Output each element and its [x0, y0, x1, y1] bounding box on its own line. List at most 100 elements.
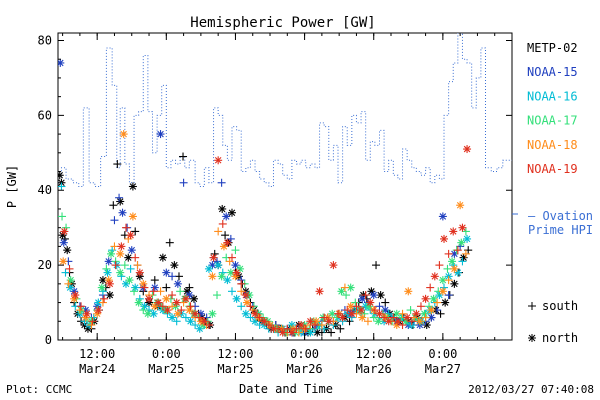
plot-timestamp: 2012/03/27 07:40:08 [468, 383, 594, 396]
data-point-south [227, 287, 236, 296]
data-point-north [139, 279, 148, 288]
axes-layer: 02040608012:00Mar240:00Mar2512:00Mar250:… [38, 33, 513, 376]
chart-title: Hemispheric Power [GW] [190, 15, 375, 31]
data-point-south [168, 291, 177, 300]
data-point-south [352, 302, 361, 311]
data-point-north [329, 261, 338, 270]
data-point-north [58, 58, 65, 67]
data-point-north [306, 328, 315, 337]
data-point-north [60, 227, 69, 236]
data-point-north [185, 306, 194, 315]
data-point-north [103, 268, 112, 277]
data-point-south [195, 313, 204, 322]
data-point-south [444, 276, 453, 285]
data-point-north [128, 182, 137, 191]
data-point-north [358, 313, 367, 322]
data-point-south [77, 302, 86, 311]
data-point-north [128, 212, 137, 221]
data-point-south [115, 193, 124, 202]
data-point-south [317, 321, 326, 330]
data-point-north [231, 261, 240, 270]
data-point-north [119, 130, 128, 139]
data-point-north [214, 261, 223, 270]
data-point-north [97, 283, 106, 292]
x-tick-date-label: Mar24 [79, 362, 115, 376]
x-tick-date-label: Mar25 [217, 362, 253, 376]
data-point-north [158, 253, 167, 262]
plot-area [57, 32, 513, 341]
data-point-north [315, 287, 324, 296]
data-point-north [163, 306, 172, 315]
data-point-north [71, 291, 80, 300]
x-tick-date-label: Mar26 [287, 362, 323, 376]
data-point-south [131, 253, 140, 262]
data-point-north [218, 204, 227, 213]
data-points-layer [58, 58, 473, 337]
data-point-north [162, 268, 171, 277]
data-point-north [208, 272, 217, 281]
data-point-north [337, 287, 346, 296]
data-point-north [463, 234, 472, 243]
data-point-south [444, 249, 453, 258]
data-point-north [404, 287, 413, 296]
y-axis-label: P [GW] [5, 165, 19, 208]
data-point-south [292, 324, 301, 333]
data-point-north [287, 328, 296, 337]
x-tick-date-label: Mar27 [425, 362, 461, 376]
data-point-north [204, 264, 213, 273]
data-point-south [172, 317, 181, 326]
legend-entry-ovation-line2: Prime HPI [528, 223, 593, 237]
data-point-north [260, 317, 269, 326]
data-point-south [416, 302, 425, 311]
data-point-north [366, 298, 375, 307]
y-tick-label: 60 [38, 108, 52, 122]
data-point-south [109, 201, 118, 210]
data-point-north [124, 253, 133, 262]
data-point-south [98, 298, 107, 307]
data-point-south [398, 309, 407, 318]
data-point-north [82, 309, 91, 318]
data-point-north [232, 294, 241, 303]
data-point-north [134, 298, 143, 307]
data-point-south [255, 313, 264, 322]
x-tick-time-label: 12:00 [79, 347, 115, 361]
data-point-north [430, 272, 439, 281]
data-point-north [412, 309, 421, 318]
data-point-north [217, 272, 226, 281]
data-point-north [441, 298, 450, 307]
data-point-north [297, 321, 306, 330]
data-point-north [438, 212, 447, 221]
data-point-south [64, 279, 73, 288]
data-point-south [274, 324, 283, 333]
data-point-south [283, 324, 292, 333]
data-point-north [116, 249, 125, 258]
data-point-north [403, 313, 412, 322]
data-point-south [61, 268, 70, 277]
x-tick-time-label: 12:00 [217, 347, 253, 361]
data-point-south [246, 302, 255, 311]
data-point-north [66, 283, 75, 292]
data-point-south [435, 261, 444, 270]
data-point-south [140, 283, 149, 292]
plot-credit: Plot: CCMC [6, 383, 72, 396]
data-point-north [168, 313, 177, 322]
data-point-south [370, 306, 379, 315]
ovation-hpi-layer [58, 33, 512, 187]
data-point-north [440, 234, 449, 243]
data-point-north [59, 238, 68, 247]
data-point-north [173, 309, 182, 318]
data-point-south [100, 294, 109, 303]
data-point-south [443, 264, 452, 273]
data-point-north [232, 268, 241, 277]
data-point-north [463, 145, 472, 154]
data-point-south [168, 272, 177, 281]
data-point-south [461, 249, 470, 258]
data-point-south [179, 152, 188, 161]
data-point-south [176, 287, 185, 296]
x-tick-date-label: Mar26 [356, 362, 392, 376]
data-point-north [222, 212, 231, 221]
data-point-south [231, 246, 240, 255]
data-point-south [179, 178, 188, 187]
data-point-south [139, 306, 148, 315]
